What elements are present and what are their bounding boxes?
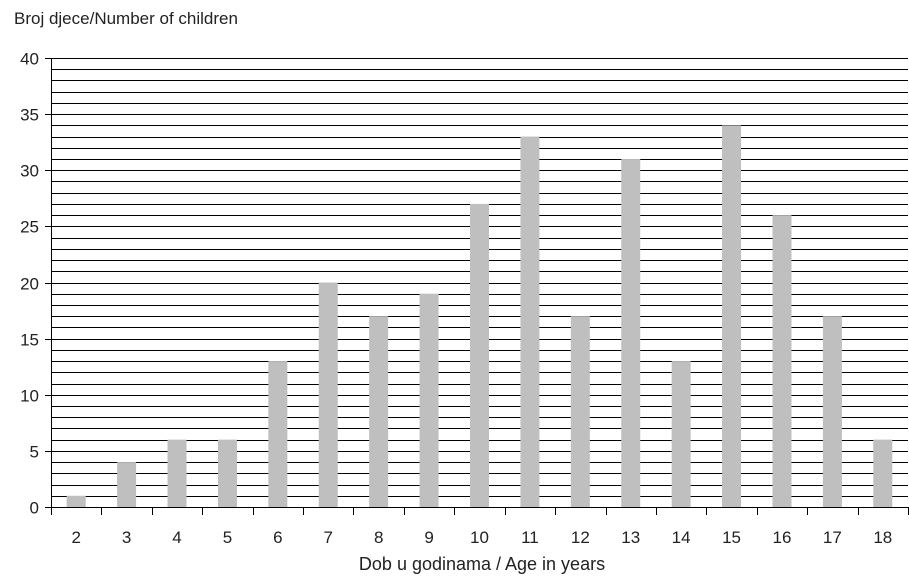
y-tick-label: 35: [20, 106, 39, 125]
x-tick-label: 12: [571, 528, 590, 547]
x-tick-label: 10: [470, 528, 489, 547]
x-tick-label: 9: [424, 528, 433, 547]
bar: [873, 439, 893, 507]
y-tick-label: 0: [30, 499, 39, 518]
bar: [671, 361, 691, 507]
bar: [470, 203, 489, 508]
x-tick-label: 5: [223, 528, 232, 547]
bar: [419, 293, 439, 507]
x-tick-label: 2: [71, 528, 80, 547]
y-tick-label: 20: [20, 275, 39, 294]
bar: [318, 282, 338, 507]
bar: [621, 159, 641, 507]
x-tick-label: 7: [324, 528, 333, 547]
x-tick-label: 8: [374, 528, 383, 547]
x-tick-label: 11: [521, 528, 539, 547]
x-tick-label: 3: [122, 528, 131, 547]
bar: [167, 439, 187, 507]
bar: [217, 439, 237, 507]
bar: [822, 316, 842, 507]
bar: [570, 316, 590, 507]
x-tick-label: 15: [722, 528, 741, 547]
y-tick-label: 40: [20, 50, 39, 69]
bars: [66, 125, 893, 508]
bar: [369, 316, 389, 507]
x-tick-label: 18: [873, 528, 892, 547]
bar: [520, 136, 540, 507]
bar: [722, 125, 742, 507]
y-tick-label: 25: [20, 218, 39, 237]
x-tick-label: 16: [773, 528, 792, 547]
y-axis-ticks: 0 5 10 15 20 25 30 35 40: [20, 50, 51, 518]
x-tick-label: 6: [273, 528, 282, 547]
bar: [772, 215, 792, 507]
bar: [66, 495, 86, 507]
x-tick-label: 13: [621, 528, 640, 547]
y-tick-label: 10: [20, 387, 39, 406]
x-tick-label: 14: [672, 528, 691, 547]
x-axis-ticks: 2 3 4 5 6 7 8 9 10 11 12 13 14 15 16 17 18: [51, 507, 909, 547]
y-axis-label: Broj djece/Number of children: [14, 9, 238, 28]
x-axis-label: Dob u godinama / Age in years: [359, 554, 605, 574]
y-tick-label: 30: [20, 162, 39, 181]
bar: [117, 462, 137, 507]
x-tick-label: 4: [172, 528, 181, 547]
bar: [268, 361, 288, 507]
x-tick-label: 17: [823, 528, 842, 547]
y-tick-label: 5: [30, 443, 39, 462]
y-tick-label: 15: [20, 331, 39, 350]
